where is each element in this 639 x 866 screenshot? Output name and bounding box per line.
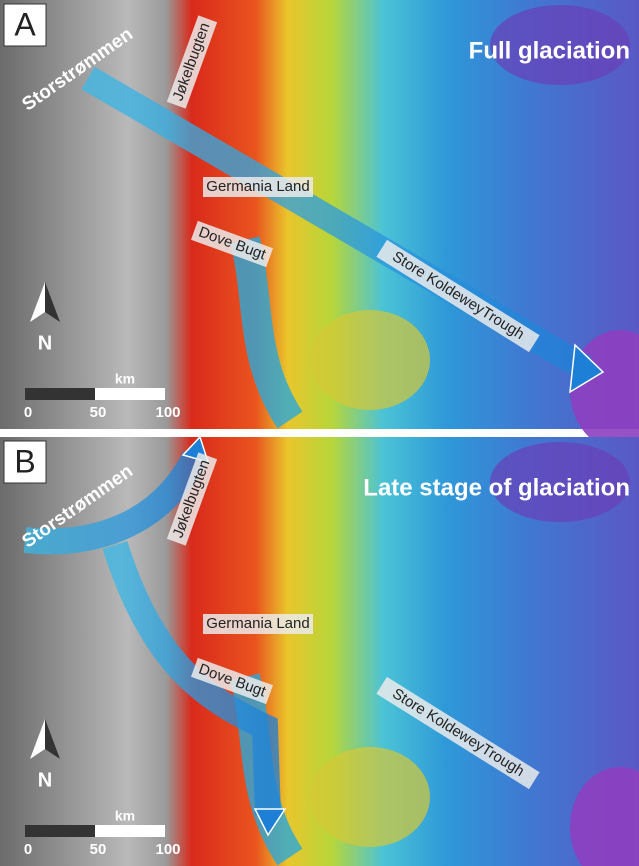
scale-bar xyxy=(95,825,165,837)
scale-bar xyxy=(25,388,95,400)
deep xyxy=(490,442,630,522)
scale-bar xyxy=(25,825,95,837)
scale-bar xyxy=(95,388,165,400)
panel-label: A xyxy=(14,6,36,42)
north-arrow xyxy=(45,282,60,322)
scale-unit: km xyxy=(115,371,135,387)
north-label: N xyxy=(38,769,52,791)
fjord-name-box xyxy=(166,452,218,546)
shelf-high xyxy=(310,747,430,847)
arrow-head xyxy=(569,343,605,394)
north-label: N xyxy=(38,332,52,354)
scale-unit: km xyxy=(115,808,135,824)
scale-tick: 50 xyxy=(90,841,107,858)
scale-tick: 100 xyxy=(155,404,180,421)
bay-name-box xyxy=(190,220,274,268)
north-arrow xyxy=(30,719,45,759)
ice-flow-arrow xyxy=(23,450,207,555)
panel-label: B xyxy=(14,443,35,479)
deep xyxy=(490,5,630,85)
scale-tick: 0 xyxy=(24,841,32,858)
land-name-box xyxy=(203,177,313,197)
panel-label-box xyxy=(3,3,47,47)
shelf-high xyxy=(310,310,430,410)
bay-name-box xyxy=(190,657,274,705)
dove-bugt-trough xyxy=(230,236,303,429)
scale-tick: 50 xyxy=(90,404,107,421)
panel-label-box xyxy=(3,440,47,484)
scale-tick: 0 xyxy=(24,404,32,421)
trough-name-box xyxy=(376,676,540,790)
ice-flow-arrow xyxy=(102,541,281,816)
scale-tick: 100 xyxy=(155,841,180,858)
trough-name-box xyxy=(376,239,540,353)
north-arrow xyxy=(30,282,45,322)
deep xyxy=(570,767,639,866)
panel-title: Full glaciation xyxy=(469,37,630,64)
land-name-box xyxy=(203,614,313,634)
north-arrow xyxy=(45,719,60,759)
land-name: Germania Land xyxy=(206,615,309,632)
panel-title: Late stage of glaciation xyxy=(363,474,630,501)
land-name: Germania Land xyxy=(206,178,309,195)
arrow-head xyxy=(253,808,287,837)
fjord-name-box xyxy=(166,15,218,109)
